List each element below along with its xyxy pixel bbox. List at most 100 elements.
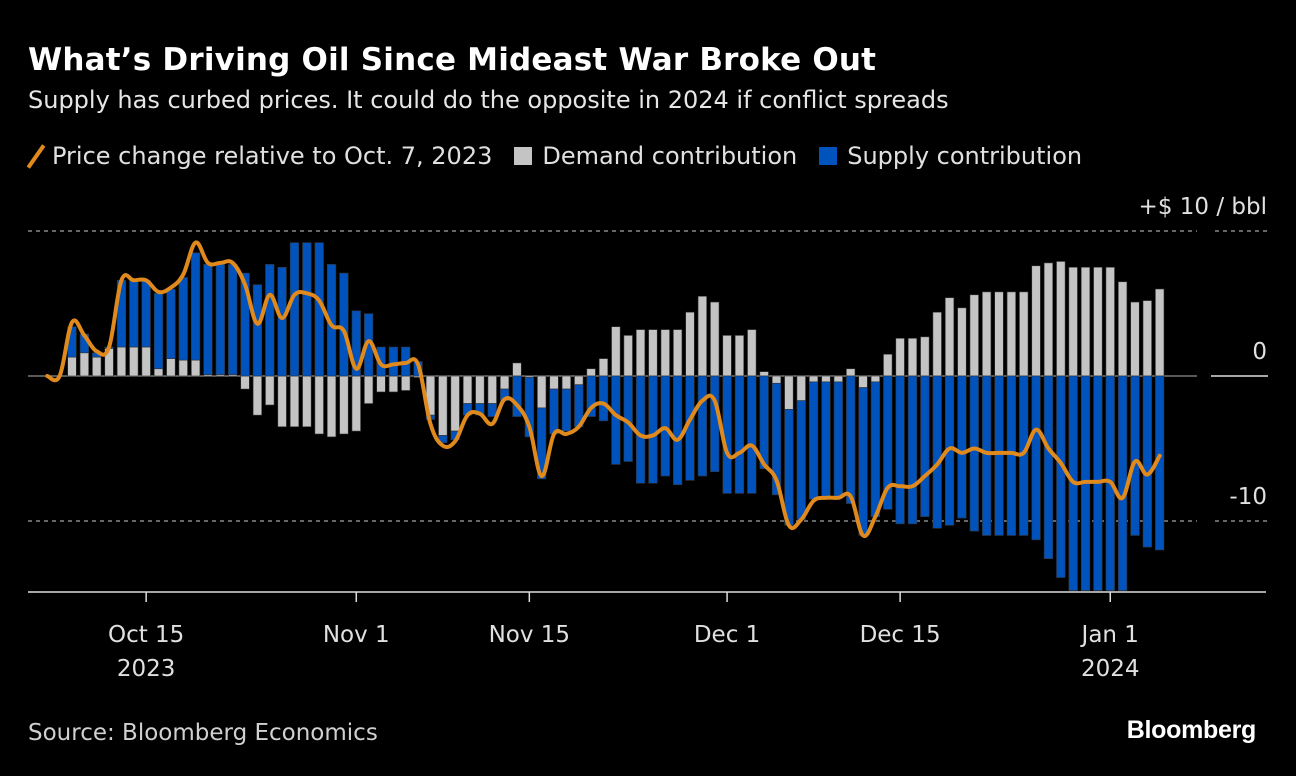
supply-bar <box>512 375 522 417</box>
demand-bar <box>907 337 918 377</box>
demand-bar <box>1043 262 1054 377</box>
supply-bar <box>203 264 213 375</box>
demand-bar <box>1068 266 1078 377</box>
demand-bar <box>710 301 720 377</box>
supply-bar <box>215 264 225 375</box>
legend: Price change relative to Oct. 7, 2023 De… <box>28 142 1104 170</box>
demand-bar <box>277 375 287 428</box>
supply-bar <box>771 382 782 496</box>
supply-bar <box>549 388 559 435</box>
demand-bar <box>141 346 151 377</box>
demand-bar <box>982 291 992 377</box>
supply-bar <box>228 264 238 375</box>
demand-bar <box>660 329 670 377</box>
supply-bar <box>561 388 571 432</box>
demand-bar <box>1118 281 1128 377</box>
demand-bar <box>895 337 905 377</box>
supply-bar <box>883 375 893 510</box>
demand-bar <box>821 375 831 383</box>
demand-bar <box>401 375 411 391</box>
demand-bar <box>1130 301 1140 377</box>
supply-bar <box>1006 375 1016 536</box>
supply-bar <box>289 242 300 377</box>
demand-bar <box>240 375 250 390</box>
legend-label: Supply contribution <box>847 142 1083 170</box>
source-note: Source: Bloomberg Economics <box>28 720 378 746</box>
supply-bar <box>747 375 757 494</box>
demand-bar <box>1006 291 1016 377</box>
demand-bar <box>326 375 337 438</box>
demand-bar <box>796 375 806 401</box>
x-year-label: 2024 <box>1081 656 1140 682</box>
x-tick-label: Oct 15 <box>108 622 184 648</box>
legend-label: Price change relative to Oct. 7, 2023 <box>52 142 493 170</box>
supply-bar <box>648 375 658 484</box>
x-year-label: 2023 <box>117 656 176 682</box>
supply-bar <box>524 377 534 438</box>
demand-bar <box>697 295 707 377</box>
supply-bar <box>191 252 201 361</box>
x-tick-label: Dec 1 <box>694 622 760 648</box>
supply-bar <box>153 293 164 370</box>
legend-label: Demand contribution <box>542 142 798 170</box>
supply-bar <box>265 264 275 377</box>
demand-bar <box>67 356 77 377</box>
supply-bar <box>994 375 1004 536</box>
supply-bar <box>660 375 670 477</box>
supply-bar <box>846 375 856 504</box>
demand-bar <box>462 375 473 404</box>
supply-bar <box>932 375 942 529</box>
supply-bar <box>982 375 992 536</box>
demand-bar <box>92 356 102 377</box>
supply-bar <box>1043 375 1054 559</box>
supply-bar <box>1118 375 1128 591</box>
demand-bar <box>673 329 683 377</box>
supply-bar <box>166 288 176 359</box>
demand-bar <box>178 359 188 377</box>
demand-bar <box>116 346 127 377</box>
demand-bar <box>1056 261 1066 377</box>
supply-bar <box>784 409 794 526</box>
demand-bar <box>722 335 732 377</box>
supply-bar <box>1142 375 1152 548</box>
supply-bar <box>907 375 918 525</box>
demand-bar <box>252 375 263 416</box>
square-swatch-icon <box>514 147 533 165</box>
supply-bar <box>1130 375 1140 536</box>
demand-bar <box>388 375 398 393</box>
supply-bar <box>141 279 151 348</box>
demand-bar <box>129 346 139 377</box>
demand-bar <box>314 375 324 435</box>
supply-bar <box>611 375 621 465</box>
y-tick-label: -10 <box>1229 484 1267 510</box>
demand-bar <box>364 375 374 404</box>
demand-bar <box>1019 291 1029 377</box>
demand-bar <box>784 375 794 410</box>
demand-bar <box>549 375 559 390</box>
demand-bar <box>339 375 349 435</box>
supply-bar <box>598 375 609 422</box>
demand-bar <box>920 336 930 377</box>
demand-bar <box>574 375 584 385</box>
supply-bar <box>895 375 905 525</box>
supply-bar <box>129 279 139 348</box>
x-tick-label: Nov 15 <box>489 622 570 648</box>
demand-bar <box>957 307 967 377</box>
demand-bar <box>771 375 782 384</box>
demand-bar <box>512 362 522 377</box>
demand-bar <box>166 358 176 377</box>
bloomberg-logo: Bloomberg <box>1126 716 1257 744</box>
demand-bar <box>808 375 819 383</box>
demand-bar <box>153 368 164 377</box>
legend-item-demand: Demand contribution <box>514 142 797 170</box>
supply-bar <box>969 375 979 532</box>
supply-bar <box>858 387 868 536</box>
supply-bar <box>339 272 349 377</box>
legend-item-supply: Supply contribution <box>819 142 1082 170</box>
demand-bar <box>289 375 300 428</box>
x-tick-label: Jan 1 <box>1080 622 1139 648</box>
demand-bar <box>623 335 633 377</box>
demand-bar <box>438 375 448 436</box>
demand-bar <box>994 291 1004 377</box>
